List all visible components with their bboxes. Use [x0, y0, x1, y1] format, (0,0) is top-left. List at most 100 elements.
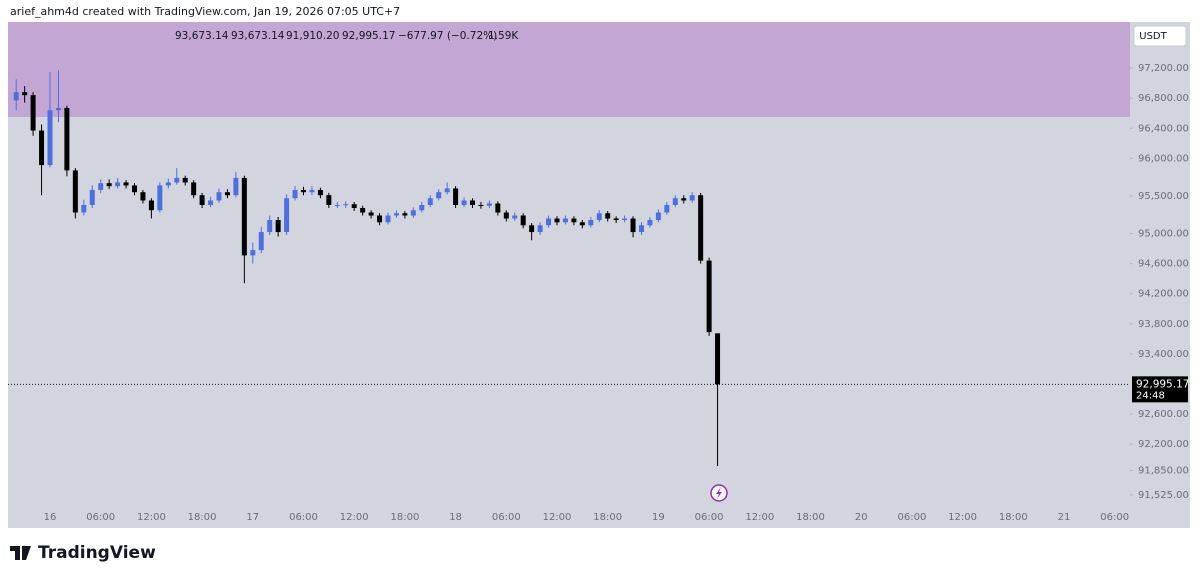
candle-body [334, 204, 340, 206]
candle-body [681, 198, 687, 201]
x-tick-label: 06:00 [897, 512, 926, 523]
candle-body [250, 250, 256, 256]
candle-body [55, 107, 61, 111]
candle-body [233, 177, 239, 196]
candle-body [410, 210, 416, 216]
caption: arief_ahm4d created with TradingView.com… [10, 5, 400, 18]
x-tick-label: 06:00 [289, 512, 318, 523]
candle-body [174, 177, 180, 183]
candle-body [317, 189, 323, 196]
x-tick-label: 12:00 [340, 512, 369, 523]
candle-body [672, 198, 678, 205]
y-tick-label: 95,500.00 [1138, 191, 1189, 202]
candle-body [436, 192, 442, 199]
x-tick-label: 12:00 [137, 512, 166, 523]
candle-body [309, 189, 315, 193]
candle-body [30, 95, 36, 131]
candle-body [630, 218, 636, 233]
candle-body [706, 260, 712, 333]
countdown: 24:48 [1136, 390, 1165, 401]
candle-body [106, 183, 112, 187]
candle-body [512, 215, 518, 219]
candle-body [22, 92, 28, 96]
y-tick-label: 96,800.00 [1138, 93, 1189, 104]
candle-body [444, 188, 450, 193]
candle-body [698, 195, 704, 261]
candle-body [655, 212, 661, 221]
candle-body [191, 182, 197, 196]
candle-body [208, 200, 214, 205]
candle-body [461, 200, 467, 205]
candle-body [486, 203, 492, 206]
candle-body [258, 232, 264, 251]
candle-body [13, 92, 19, 101]
x-tick-label: 18:00 [796, 512, 825, 523]
y-tick-label: 91,850.00 [1138, 465, 1189, 476]
candle-body [529, 225, 535, 233]
brand: TradingView [38, 543, 156, 563]
candle-body [47, 110, 53, 166]
x-tick-label: 18 [449, 512, 462, 523]
candle-body [427, 198, 433, 205]
candle-body [393, 213, 399, 216]
x-tick-label: 19 [652, 512, 665, 523]
candle-body [579, 222, 585, 226]
candle-body [140, 192, 146, 201]
x-tick-label: 06:00 [695, 512, 724, 523]
brand-logo [10, 545, 31, 560]
candle-body [588, 220, 594, 226]
currency[interactable]: USDT [1139, 31, 1167, 42]
candle-body [292, 189, 298, 199]
y-tick-label: 94,600.00 [1138, 259, 1189, 270]
ohlc-value: 91,910.20 [286, 30, 339, 42]
candle-body [639, 225, 644, 233]
candle-body [571, 218, 577, 223]
last-price-tag [1132, 376, 1188, 403]
candle-body [478, 204, 484, 206]
x-tick-label: 12:00 [543, 512, 572, 523]
y-tick-label: 91,525.00 [1138, 490, 1189, 501]
y-tick-label: 94,200.00 [1138, 289, 1189, 300]
candle-body [613, 218, 619, 221]
x-tick-label: 18:00 [593, 512, 622, 523]
y-tick-label: 96,000.00 [1138, 153, 1189, 164]
ohlc-value: 93,673.14 [175, 30, 229, 42]
candle-body [453, 188, 459, 205]
x-tick-label: 06:00 [86, 512, 115, 523]
y-tick-label: 92,600.00 [1138, 409, 1189, 420]
candle-body [664, 204, 670, 213]
x-tick-label: 18:00 [390, 512, 419, 523]
x-tick-label: 06:00 [1100, 512, 1129, 523]
candle-body [157, 185, 163, 211]
candle-body [343, 204, 349, 206]
candle-body [275, 220, 281, 233]
x-tick-label: 16 [44, 512, 57, 523]
candle-body [81, 204, 87, 213]
candle-body [115, 182, 121, 187]
x-tick-label: 12:00 [745, 512, 774, 523]
candle-body [182, 177, 188, 183]
zone [8, 22, 1130, 117]
candle-body [148, 200, 154, 211]
ohlc-value: 1.59K [488, 30, 519, 42]
x-tick-label: 18:00 [999, 512, 1028, 523]
lightning-icon [710, 484, 728, 502]
currency-button[interactable] [1133, 25, 1187, 47]
x-tick-label: 21 [1058, 512, 1071, 523]
candle-body [546, 218, 552, 226]
candle-body [689, 195, 695, 201]
candle-body [562, 218, 568, 223]
candle-body [241, 177, 247, 256]
last-price-label: 92,995.17 [1136, 378, 1189, 390]
candle-body [377, 215, 383, 223]
y-tick-label: 93,400.00 [1138, 349, 1189, 360]
x-tick-label: 17 [246, 512, 259, 523]
candle-body [470, 200, 475, 205]
y-tick-label: 96,400.00 [1138, 123, 1189, 134]
candle-body [224, 192, 230, 196]
candle-body [402, 213, 408, 216]
ohlc-value: 93,673.14 [231, 30, 285, 42]
candle-body [622, 218, 628, 221]
y-tick-label: 92,200.00 [1138, 439, 1189, 450]
